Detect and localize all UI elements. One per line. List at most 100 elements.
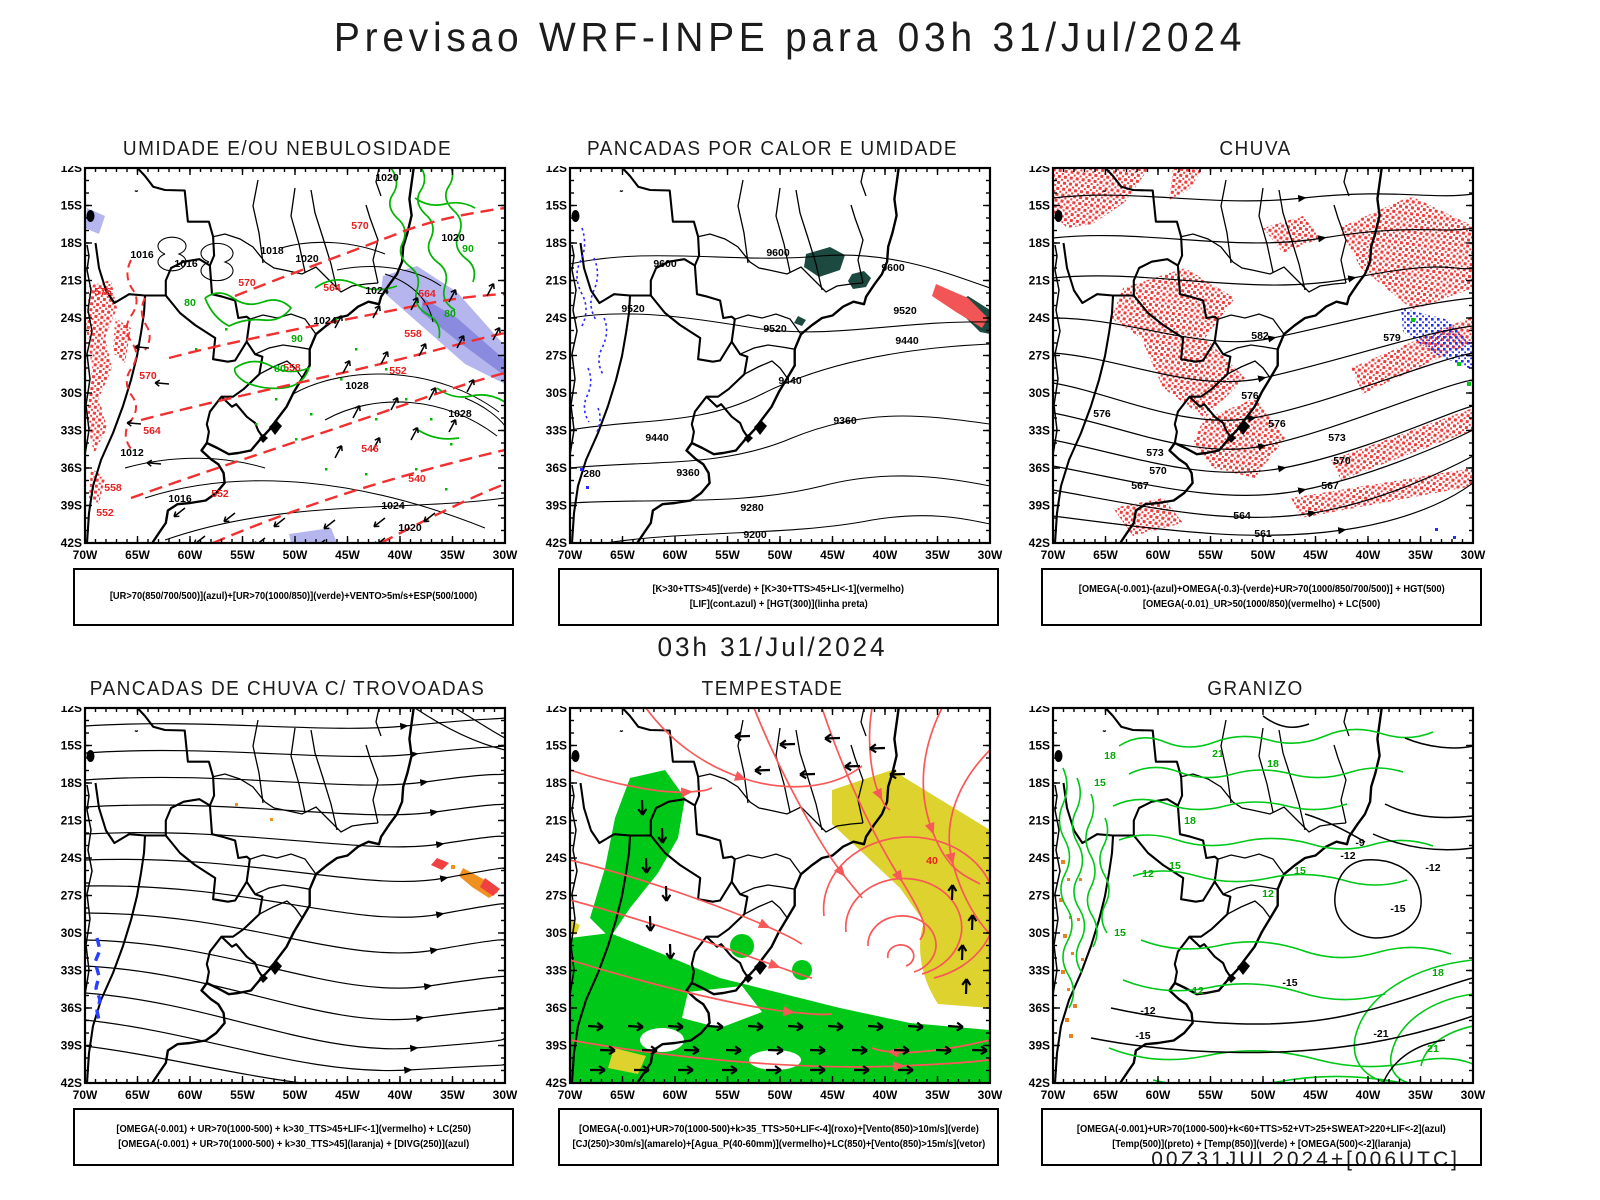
svg-text:18S: 18S: [546, 776, 567, 790]
svg-text:18S: 18S: [61, 776, 82, 790]
svg-text:280: 280: [583, 468, 601, 480]
svg-text:570: 570: [1333, 455, 1351, 467]
svg-text:21S: 21S: [1029, 814, 1050, 828]
svg-text:39S: 39S: [61, 499, 82, 513]
svg-text:70W: 70W: [73, 548, 98, 562]
svg-text:70W: 70W: [1041, 1088, 1066, 1102]
svg-text:27S: 27S: [61, 889, 82, 903]
svg-text:33S: 33S: [61, 964, 82, 978]
temp500-contours-black: [1090, 715, 1473, 1083]
svg-text:80: 80: [274, 363, 286, 375]
svg-text:90: 90: [291, 333, 303, 345]
svg-text:15: 15: [1094, 777, 1106, 789]
svg-text:1016: 1016: [168, 493, 192, 505]
thickness-contours-red: [124, 206, 505, 543]
panel-title-umidade: UMIDADE E/OU NEBULOSIDADE: [122, 137, 453, 160]
svg-text:9520: 9520: [621, 303, 645, 315]
svg-text:36S: 36S: [546, 1001, 567, 1015]
svg-text:27S: 27S: [546, 889, 567, 903]
svg-text:15: 15: [1169, 860, 1181, 872]
contour-labels: 9600 9600 9600 9520 9520 9520 9440 9440 9440 9360…: [583, 247, 919, 541]
svg-text:12S: 12S: [1029, 706, 1050, 715]
svg-text:45W: 45W: [820, 1088, 845, 1102]
axis-ticks: [84, 167, 506, 544]
svg-text:-12: -12: [1140, 1005, 1155, 1017]
hgt500-streamlines: [1053, 193, 1473, 536]
svg-text:30S: 30S: [1029, 386, 1050, 400]
svg-text:570: 570: [238, 277, 256, 289]
svg-text:45W: 45W: [820, 548, 845, 562]
svg-text:15: 15: [1294, 865, 1306, 877]
svg-text:36S: 36S: [1029, 461, 1050, 475]
legend-line: [Temp(500)](preto) + [Temp(850)](verde) …: [1112, 1139, 1411, 1150]
svg-text:12: 12: [1192, 985, 1204, 997]
svg-text:70W: 70W: [558, 1088, 583, 1102]
svg-text:50W: 50W: [283, 548, 308, 562]
lc850-red-streamlines: [570, 708, 990, 1072]
svg-text:39S: 39S: [1029, 1039, 1050, 1053]
svg-text:552: 552: [96, 507, 114, 519]
svg-text:18S: 18S: [1029, 236, 1050, 250]
panel-pancadas-calor: PANCADAS POR CALOR E UMIDADE: [540, 132, 1005, 626]
panel-title-chuva: CHUVA: [1219, 137, 1292, 160]
svg-text:-12: -12: [1340, 850, 1355, 862]
temp850-contours-green: [1058, 728, 1473, 1083]
svg-text:573: 573: [1146, 447, 1164, 459]
svg-text:9520: 9520: [763, 323, 787, 335]
panel-chuva: CHUVA: [1023, 132, 1488, 626]
svg-text:65W: 65W: [1093, 548, 1118, 562]
omega-orange-speckles: [1059, 860, 1084, 1038]
svg-text:36S: 36S: [1029, 1001, 1050, 1015]
legend-box-pancadas-calor: [K>30+TTS>45](verde) + [K>30+TTS>45+LI<-…: [558, 568, 999, 626]
svg-text:12S: 12S: [61, 166, 82, 175]
panel-trovoadas: PANCADAS DE CHUVA C/ TROVOADAS: [55, 672, 520, 1166]
svg-text:90: 90: [462, 243, 474, 255]
legend-line: [OMEGA(-0.001)+UR>70(1000-500)+k>35_TTS>…: [578, 1123, 979, 1135]
svg-text:1020: 1020: [441, 232, 465, 244]
svg-text:576: 576: [1093, 408, 1111, 420]
panel-title-pancadas-calor: PANCADAS POR CALOR E UMIDADE: [586, 137, 959, 160]
svg-text:15S: 15S: [1029, 199, 1050, 213]
svg-text:33S: 33S: [1029, 424, 1050, 438]
svg-text:-15: -15: [1135, 1030, 1150, 1042]
svg-text:564: 564: [1233, 510, 1251, 522]
svg-text:50W: 50W: [768, 1088, 793, 1102]
legend-line: [OMEGA(-0.001)-(azul)+OMEGA(-0.3)-(verde…: [1078, 583, 1445, 595]
svg-text:15S: 15S: [61, 739, 82, 753]
svg-text:1020: 1020: [398, 522, 422, 534]
green-speckles: [195, 318, 453, 491]
svg-text:9360: 9360: [833, 415, 857, 427]
svg-text:564: 564: [323, 282, 341, 294]
svg-text:21S: 21S: [546, 274, 567, 288]
svg-text:-9: -9: [1355, 837, 1364, 849]
svg-text:50W: 50W: [1251, 548, 1276, 562]
svg-text:45W: 45W: [335, 548, 360, 562]
svg-text:-12: -12: [1425, 862, 1440, 874]
svg-text:55W: 55W: [230, 1088, 255, 1102]
svg-text:21: 21: [1427, 1043, 1439, 1055]
panel-title-granizo: GRANIZO: [1207, 677, 1304, 700]
svg-text:42S: 42S: [1029, 536, 1050, 550]
svg-text:39S: 39S: [546, 1039, 567, 1053]
svg-text:80: 80: [444, 308, 456, 320]
svg-text:1028: 1028: [345, 380, 369, 392]
axis-ticks: [569, 707, 991, 1084]
divg-blue-dashes: [93, 937, 102, 1021]
validity-caption: 03h 31/Jul/2024: [657, 632, 888, 662]
contour-labels: 40: [926, 855, 938, 867]
svg-text:1020: 1020: [375, 172, 399, 184]
svg-text:30W: 30W: [1461, 548, 1486, 562]
page-title: Previsao WRF-INPE para 03h 31/Jul/2024: [333, 14, 1247, 60]
svg-text:570: 570: [1149, 465, 1167, 477]
svg-text:12S: 12S: [546, 166, 567, 175]
svg-text:9360: 9360: [676, 467, 700, 479]
svg-text:12S: 12S: [1029, 166, 1050, 175]
svg-text:582: 582: [1251, 330, 1269, 342]
humidity-contours-green: [195, 168, 505, 491]
svg-text:33S: 33S: [1029, 964, 1050, 978]
svg-text:9440: 9440: [645, 432, 669, 444]
legend-line: [CJ(250)>30m/s](amarelo)+[Agua_P(40-60mm…: [572, 1139, 985, 1150]
panel-umidade: UMIDADE E/OU NEBULOSIDADE: [55, 132, 520, 626]
